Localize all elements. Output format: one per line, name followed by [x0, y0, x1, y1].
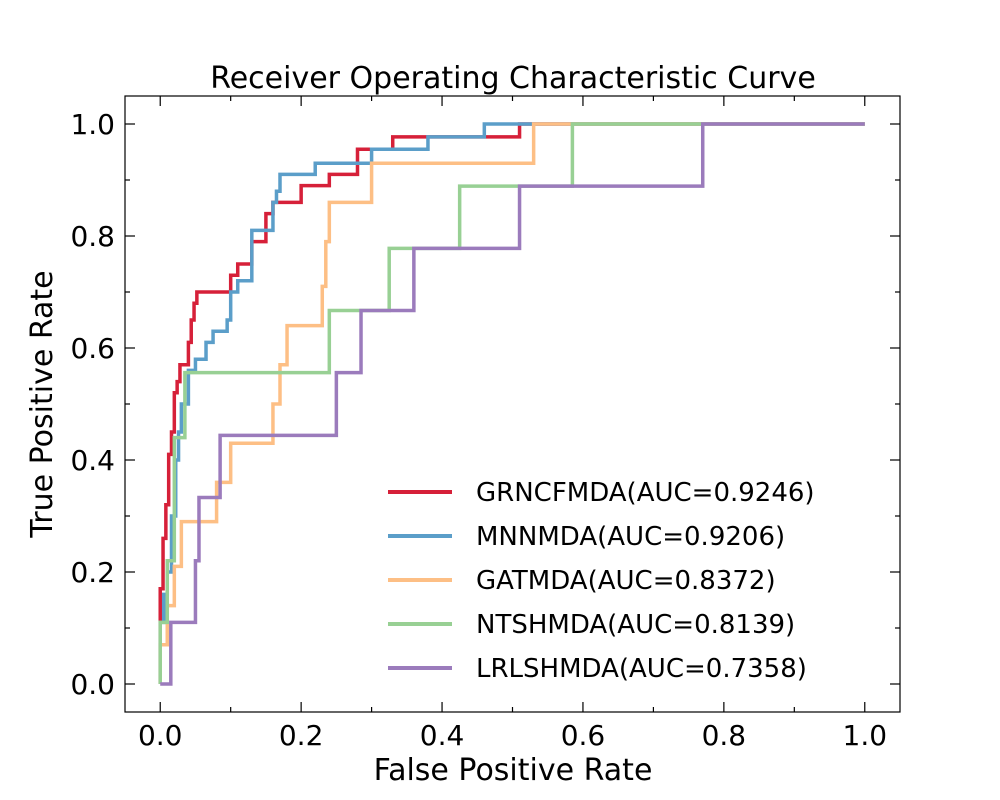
y-tick-label: 0.6 — [70, 332, 115, 365]
x-tick-label: 0.0 — [138, 719, 183, 752]
chart-title: Receiver Operating Characteristic Curve — [210, 61, 816, 96]
y-tick-label: 0.0 — [70, 668, 115, 701]
legend-label-3: GATMDA(AUC=0.8372) — [476, 566, 776, 596]
y-tick-label: 1.0 — [70, 108, 115, 141]
legend-label-4: NTSHMDA(AUC=0.8139) — [476, 610, 795, 640]
y-tick-label: 0.4 — [70, 444, 115, 477]
series-line-5 — [160, 122, 865, 686]
y-axis-label: True Positive Rate — [25, 270, 60, 538]
y-tick-label: 0.2 — [70, 556, 115, 589]
x-tick-label: 1.0 — [843, 719, 888, 752]
y-tick-label: 0.8 — [70, 220, 115, 253]
plot-frame — [124, 95, 901, 713]
legend-label-1: GRNCFMDA(AUC=0.9246) — [476, 478, 815, 508]
series-line-1 — [158, 122, 865, 684]
plot-area — [158, 122, 865, 686]
series-line-4 — [158, 122, 865, 684]
legend: GRNCFMDA(AUC=0.9246) MNNMDA(AUC=0.9206) GA… — [388, 478, 815, 684]
x-tick-label: 0.6 — [561, 719, 606, 752]
x-axis-label: False Positive Rate — [374, 753, 653, 788]
legend-label-2: MNNMDA(AUC=0.9206) — [476, 522, 785, 552]
axis-ticks — [125, 96, 900, 712]
series-line-3 — [158, 122, 865, 684]
axis-tick-labels: 0.0 0.2 0.4 0.6 0.8 1.0 0.0 0.2 0.4 0.6 0.8 1.0 — [70, 108, 887, 752]
x-tick-label: 0.4 — [420, 719, 465, 752]
x-tick-label: 0.8 — [702, 719, 747, 752]
series-line-2 — [158, 122, 865, 684]
legend-label-5: LRLSHMDA(AUC=0.7358) — [476, 654, 807, 684]
x-tick-label: 0.2 — [279, 719, 324, 752]
